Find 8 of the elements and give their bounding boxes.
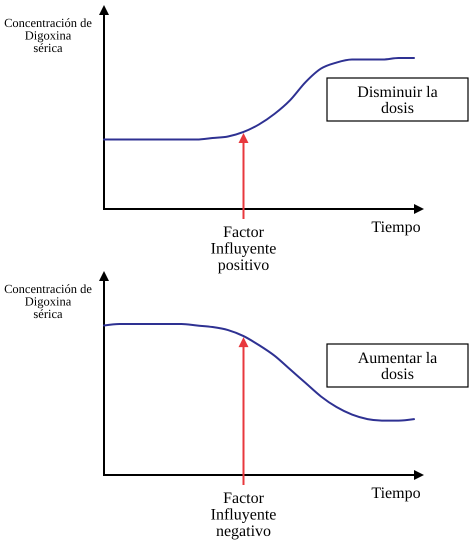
x-axis-title: Tiempo bbox=[371, 485, 421, 502]
annotation: Disminuir la dosis bbox=[357, 84, 438, 117]
annotation: Factor Influyente positivo bbox=[210, 224, 276, 274]
x-axis-title: Tiempo bbox=[371, 219, 421, 236]
annotation: Aumentar la dosis bbox=[358, 350, 438, 383]
annotation: Factor Influyente negativo bbox=[210, 490, 276, 540]
y-axis-title: Concentración de Digoxina sérica bbox=[4, 16, 92, 55]
y-axis-title: Concentración de Digoxina sérica bbox=[4, 282, 92, 321]
